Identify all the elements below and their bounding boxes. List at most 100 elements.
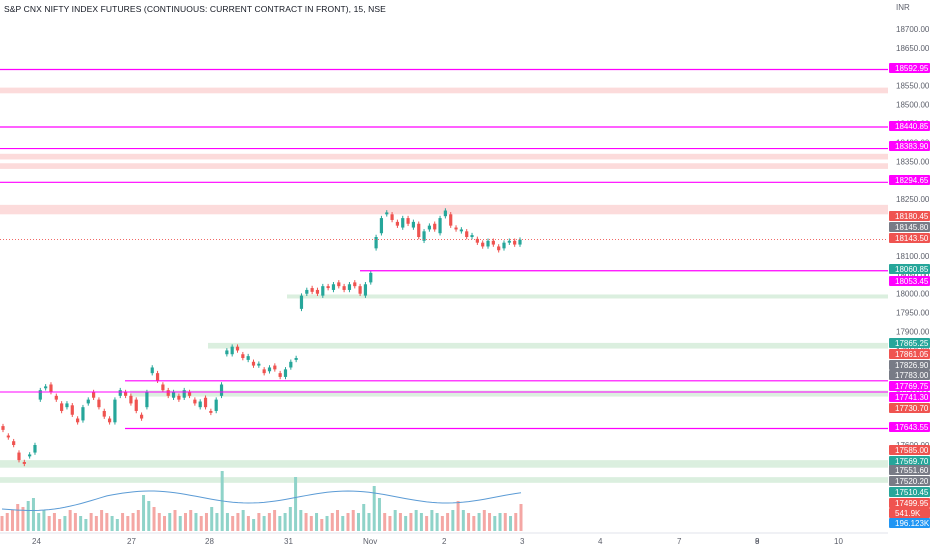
candle-body [262, 369, 266, 374]
volume-layer [0, 471, 523, 531]
candle-body [305, 289, 309, 294]
volume-bar [446, 513, 450, 531]
price-badge: 18143.50 [889, 233, 930, 243]
volume-bar [498, 513, 502, 531]
x-tick-label: 24 [32, 537, 41, 546]
volume-bar [183, 513, 187, 531]
x-tick-label: 7 [677, 537, 682, 546]
volume-ma-line [1, 490, 522, 511]
candle-body [182, 390, 186, 398]
volume-bar [262, 516, 266, 531]
candle-body [38, 390, 42, 400]
price-badge-label: 17499.95 [895, 499, 929, 508]
volume-bar [362, 504, 366, 531]
candle-body [12, 441, 16, 445]
volume-bar [84, 519, 88, 531]
price-badge-label: 18592.95 [895, 64, 929, 73]
volume-bar [199, 516, 203, 531]
candle-body [166, 390, 170, 396]
candle-body [177, 395, 181, 400]
zone-band [0, 460, 888, 468]
candles-layer [1, 208, 522, 467]
volume-bar [482, 510, 486, 531]
y-tick-label: 18050.00 [896, 271, 930, 280]
candle-body [299, 295, 304, 309]
candle-body [497, 246, 501, 251]
x-tick-label: 27 [127, 537, 136, 546]
candle-body [433, 223, 437, 230]
price-badge: 17585.00 [889, 445, 930, 455]
y-tick-label: 18250.00 [896, 195, 930, 204]
candle-body [406, 218, 410, 224]
candle-body [475, 238, 479, 243]
candle-body [347, 284, 352, 290]
candle-body [358, 286, 362, 294]
volume-bar [94, 516, 98, 531]
chart-title: S&P CNX NIFTY INDEX FUTURES (CONTINUOUS:… [4, 4, 386, 14]
candle-body [315, 289, 320, 294]
candle-body [209, 410, 213, 413]
price-badge-label: 17769.75 [895, 382, 929, 391]
candle-body [401, 218, 405, 228]
price-badge: 17551.60 [889, 465, 930, 475]
y-tick-label: 18650.00 [896, 44, 930, 53]
y-tick-label: 18550.00 [896, 82, 930, 91]
candle-body [257, 363, 261, 366]
volume-bar [210, 507, 214, 531]
zone-band [287, 294, 888, 299]
volume-bar [503, 513, 507, 531]
volume-bar [393, 510, 397, 531]
time-axis: 24 27 28 31 Nov 2 3 4 7 8 10 9 [0, 532, 888, 546]
price-badge-label: 17520.20 [895, 477, 929, 486]
price-badge: 17569.70 [889, 456, 930, 466]
candle-body [486, 240, 490, 247]
volume-bar [246, 516, 250, 531]
y-tick-label: 17950.00 [896, 309, 930, 318]
volume-bar [105, 513, 109, 531]
candle-body [438, 218, 442, 234]
candle-body [161, 384, 165, 391]
candle-body [219, 384, 224, 396]
volume-bar [204, 513, 208, 531]
candle-body [491, 240, 495, 245]
price-badge-label: 18143.50 [895, 234, 929, 243]
candle-body [422, 231, 426, 241]
price-badge-label: 17783.00 [895, 371, 929, 380]
volume-bar [142, 495, 146, 531]
price-badge-label: 17741.30 [895, 393, 929, 402]
price-badge: 17730.70 [889, 403, 930, 413]
volume-bar [189, 510, 193, 531]
candle-body [251, 361, 256, 366]
candle-body [465, 231, 469, 237]
candle-body [134, 399, 138, 411]
x-tick-label: 8 [755, 537, 760, 546]
zone-band [0, 87, 888, 94]
volume-bar [514, 513, 518, 531]
volume-bar [488, 513, 492, 531]
volume-bar [404, 516, 408, 531]
candle-body [454, 227, 458, 230]
volume-bar [163, 516, 167, 531]
candle-body [443, 210, 447, 217]
hlines-layer [0, 68, 888, 430]
candle-body [374, 237, 378, 249]
volume-bar [58, 519, 62, 531]
volume-bar [136, 510, 140, 531]
candle-body [235, 346, 240, 351]
x-tick-label: 10 [834, 537, 843, 546]
volume-bar [157, 513, 161, 531]
price-badge-label: 18294.65 [895, 176, 929, 185]
x-tick-label: 4 [598, 537, 603, 546]
candle-body [507, 240, 511, 243]
price-badge: 541.9K [889, 508, 930, 518]
candle-body [390, 214, 394, 220]
candle-body [107, 418, 112, 423]
price-badge-label: 17510.45 [895, 488, 929, 497]
zone-band [0, 153, 888, 160]
price-badge-label: 17551.60 [895, 466, 929, 475]
zone-band [0, 163, 888, 169]
y-tick-label: 18000.00 [896, 290, 930, 299]
price-badge-label: 17861.05 [895, 350, 929, 359]
y-tick-label: 17900.00 [896, 328, 930, 337]
